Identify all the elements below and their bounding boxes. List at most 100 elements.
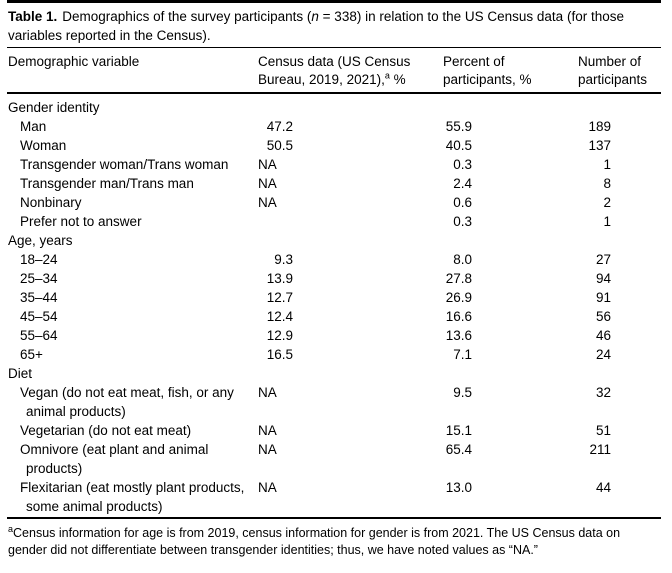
variable-label: 55–64 [20,328,58,343]
cell-number: 2 [578,193,654,212]
census-value: 13.9 [266,271,293,286]
number-value: 211 [589,442,611,457]
census-value: 50.5 [266,138,293,153]
number-value: 189 [588,119,611,134]
cell-percent: 7.1 [443,345,578,364]
percent-value: 9.5 [453,385,472,400]
table-row: 18–24 9.3 8.0 27 [7,250,661,269]
percent-value: 16.6 [445,309,472,324]
table-title-text-pre: Demographics of the survey participants … [62,9,312,24]
cell-census: NA [258,421,443,440]
table-row: Prefer not to answer 0.3 1 [7,212,661,231]
cell-census [258,212,443,231]
cell-number: 56 [578,307,654,326]
cell-percent: 55.9 [443,117,578,136]
number-value: 44 [595,480,611,495]
cell-percent: 65.4 [443,440,578,459]
table-header-row: Demographic variable Census data (US Cen… [7,48,661,92]
cell-census: NA [258,193,443,212]
footnote-text: Census information for age is from 2019,… [8,526,621,557]
cell-number: 27 [578,250,654,269]
census-value: 9.3 [274,252,293,267]
table-title: Table 1. Demographics of the survey parti… [7,3,661,47]
variable-label: Vegetarian (do not eat meat) [20,423,192,438]
table-row: Age, years [7,231,661,250]
column-header-percent: Percent of participants, % [443,53,578,89]
cell-census [258,231,443,250]
variable-label: Woman [20,138,67,153]
cell-census: 9.3 [258,250,443,269]
cell-number: 1 [578,155,654,174]
number-value: 46 [595,328,611,343]
table-title-n-italic: n [311,9,319,24]
cell-census [258,364,443,383]
cell-number [578,364,654,383]
percent-value: 0.6 [453,195,472,210]
column-header-census-unit: % [389,72,406,87]
percent-value: 8.0 [453,252,472,267]
census-value: NA [258,442,277,457]
cell-number: 44 [578,478,654,497]
cell-variable: Age, years [7,231,258,250]
number-value: 91 [595,290,611,305]
census-value: NA [258,385,277,400]
cell-percent: 0.3 [443,155,578,174]
variable-label: Flexitarian (eat mostly plant products, … [20,480,245,514]
table-top-rule [7,0,661,3]
cell-percent: 8.0 [443,250,578,269]
cell-percent [443,98,578,117]
variable-label: Age, years [8,233,73,248]
cell-variable: 65+ [7,345,258,364]
column-header-census: Census data (US Census Bureau, 2019, 202… [258,53,443,89]
cell-variable: Vegan (do not eat meat, fish, or any ani… [7,383,258,421]
table-container: Table 1. Demographics of the survey parti… [7,0,661,559]
cell-number [578,98,654,117]
census-value: 12.7 [266,290,293,305]
cell-percent: 16.6 [443,307,578,326]
cell-percent [443,231,578,250]
percent-value: 27.8 [445,271,472,286]
cell-census: NA [258,478,443,497]
cell-number: 211 [578,440,654,459]
table-row: Omnivore (eat plant and animal products)… [7,440,661,478]
census-value: 12.4 [266,309,293,324]
cell-census: NA [258,383,443,402]
cell-variable: Transgender man/Trans man [7,174,258,193]
column-header-percent-line1: Percent of [443,54,505,69]
census-value: NA [258,423,277,438]
cell-census: 12.9 [258,326,443,345]
cell-number: 91 [578,288,654,307]
cell-variable: 45–54 [7,307,258,326]
column-header-variable: Demographic variable [7,53,258,89]
table-row: Flexitarian (eat mostly plant products, … [7,478,661,516]
percent-value: 13.6 [445,328,472,343]
column-header-census-line1: Census data (US Census [258,54,411,69]
cell-census: 12.4 [258,307,443,326]
cell-percent: 27.8 [443,269,578,288]
variable-label: Transgender man/Trans man [20,176,194,191]
cell-census: 13.9 [258,269,443,288]
cell-percent [443,364,578,383]
variable-label: Prefer not to answer [20,214,142,229]
footnote-marker: a [8,523,14,534]
table-row: Vegan (do not eat meat, fish, or any ani… [7,383,661,421]
census-value: NA [258,195,277,210]
percent-value: 7.1 [453,347,472,362]
table-row: 25–34 13.9 27.8 94 [7,269,661,288]
cell-number: 189 [578,117,654,136]
cell-variable: Vegetarian (do not eat meat) [7,421,258,440]
number-value: 32 [595,385,611,400]
cell-number [578,231,654,250]
percent-value: 0.3 [453,157,472,172]
cell-census: 12.7 [258,288,443,307]
cell-percent: 2.4 [443,174,578,193]
census-value: NA [258,157,277,172]
cell-number: 94 [578,269,654,288]
census-value: 16.5 [266,347,293,362]
cell-number: 1 [578,212,654,231]
number-value: 24 [595,347,611,362]
cell-number: 46 [578,326,654,345]
cell-variable: Man [7,117,258,136]
table-row: Nonbinary NA 0.6 2 [7,193,661,212]
